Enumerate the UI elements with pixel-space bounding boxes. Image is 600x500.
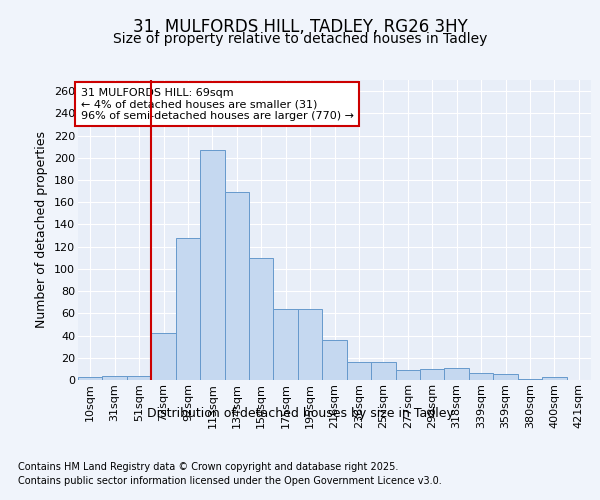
Bar [176, 238, 200, 380]
Bar [445, 368, 469, 380]
Bar [493, 374, 518, 380]
Text: 31, MULFORDS HILL, TADLEY, RG26 3HY: 31, MULFORDS HILL, TADLEY, RG26 3HY [133, 18, 467, 36]
Bar [420, 369, 445, 380]
Bar [224, 192, 249, 380]
Y-axis label: Number of detached properties: Number of detached properties [35, 132, 49, 328]
Bar [274, 309, 298, 380]
Bar [298, 309, 322, 380]
Bar [78, 376, 103, 380]
Bar [395, 370, 420, 380]
Text: Size of property relative to detached houses in Tadley: Size of property relative to detached ho… [113, 32, 487, 46]
Bar [518, 379, 542, 380]
Text: Contains public sector information licensed under the Open Government Licence v3: Contains public sector information licen… [18, 476, 442, 486]
Bar [249, 258, 274, 380]
Bar [469, 374, 493, 380]
Bar [347, 362, 371, 380]
Bar [103, 376, 127, 380]
Text: Distribution of detached houses by size in Tadley: Distribution of detached houses by size … [146, 408, 454, 420]
Bar [542, 376, 566, 380]
Bar [151, 334, 176, 380]
Bar [322, 340, 347, 380]
Bar [127, 376, 151, 380]
Text: 31 MULFORDS HILL: 69sqm
← 4% of detached houses are smaller (31)
96% of semi-det: 31 MULFORDS HILL: 69sqm ← 4% of detached… [80, 88, 353, 120]
Bar [200, 150, 224, 380]
Text: Contains HM Land Registry data © Crown copyright and database right 2025.: Contains HM Land Registry data © Crown c… [18, 462, 398, 472]
Bar [371, 362, 395, 380]
